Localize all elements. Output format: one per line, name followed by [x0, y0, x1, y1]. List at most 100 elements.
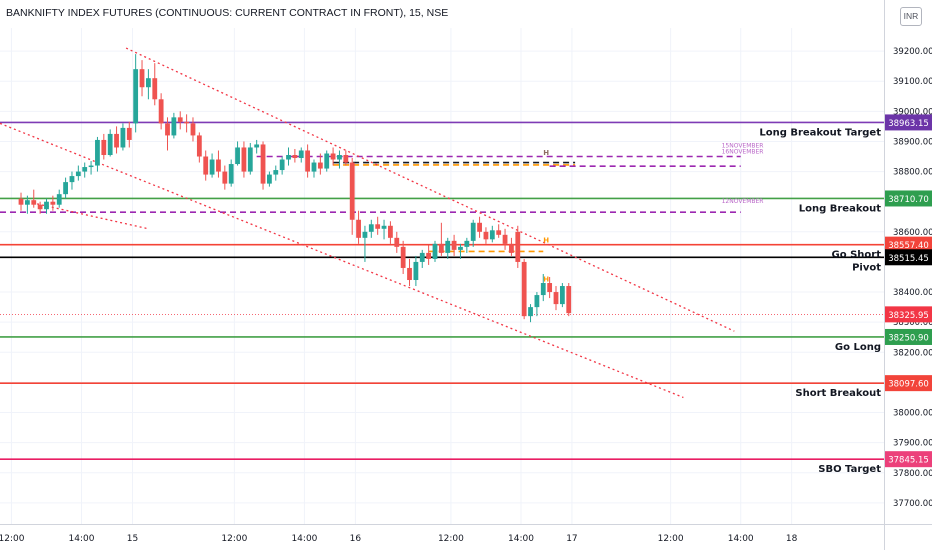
candle	[426, 245, 432, 265]
currency-button[interactable]: INR	[900, 7, 922, 26]
price-tag	[885, 375, 932, 392]
date-note: 12NOVEMBER	[722, 198, 764, 205]
candle-body	[407, 267, 412, 281]
candle	[464, 237, 470, 253]
candle	[343, 150, 349, 166]
price-tag	[885, 328, 932, 345]
candle	[305, 144, 311, 178]
candle-body	[241, 147, 247, 172]
candle	[375, 216, 381, 235]
price-tag-value: 38250.90	[888, 333, 929, 343]
candle-body	[235, 147, 240, 165]
candle	[521, 258, 527, 320]
candle	[107, 129, 113, 157]
candle	[381, 219, 387, 240]
candle	[177, 111, 183, 130]
price-tag-value: 38710.70	[888, 195, 929, 205]
time-tick-label: 12:00	[221, 534, 247, 544]
candle	[196, 132, 202, 163]
candle	[407, 258, 412, 287]
candle	[553, 286, 559, 311]
candle-body	[228, 164, 234, 184]
candle	[82, 162, 88, 178]
candle	[101, 133, 107, 160]
candle-body	[44, 201, 49, 210]
price-tag	[885, 114, 932, 131]
candle	[120, 123, 126, 151]
price-tick-label: 38300.00	[893, 318, 932, 328]
candle-body	[145, 78, 151, 88]
candle-body	[37, 204, 43, 210]
price-tag	[885, 190, 932, 207]
candle	[254, 139, 260, 154]
candle	[69, 171, 75, 190]
candle	[292, 148, 298, 163]
candle-body	[317, 162, 323, 169]
candle	[241, 141, 247, 178]
candle-body	[489, 230, 495, 240]
candle-body	[349, 162, 355, 220]
candle-body	[69, 176, 75, 183]
candle	[515, 225, 521, 268]
candle	[286, 147, 291, 166]
candle-body	[196, 135, 202, 157]
time-tick-label: 16	[350, 534, 362, 544]
candle-body	[31, 200, 37, 205]
candle	[547, 276, 553, 299]
candle-body	[101, 139, 107, 156]
candle-body	[528, 307, 533, 317]
candle	[298, 147, 304, 163]
candle	[368, 219, 374, 238]
candle-body	[56, 194, 62, 205]
candle	[356, 210, 361, 244]
candle	[114, 126, 119, 154]
candle-body	[426, 252, 432, 259]
price-tick-label: 38200.00	[893, 348, 932, 358]
candle-body	[165, 123, 170, 136]
price-tick-label: 39200.00	[893, 47, 932, 57]
candle	[63, 177, 68, 199]
candle-body	[298, 150, 304, 159]
candle-body	[139, 69, 145, 88]
candle-body	[362, 231, 368, 238]
candle-series	[18, 54, 572, 323]
candle	[419, 249, 425, 268]
candle	[18, 192, 24, 211]
candle	[88, 161, 94, 175]
candle-body	[394, 237, 400, 247]
candle	[458, 243, 463, 259]
candle-body	[477, 222, 482, 232]
candle	[158, 93, 164, 130]
candle-body	[445, 240, 451, 253]
candle	[349, 158, 355, 235]
candle-body	[464, 240, 470, 247]
price-tick-label: 37900.00	[893, 439, 932, 449]
price-tick-label: 37700.00	[893, 499, 932, 509]
candle	[37, 201, 43, 214]
level-label: Go Long	[835, 342, 881, 353]
candle-body	[18, 198, 24, 205]
candle	[139, 60, 145, 97]
candle-body	[75, 171, 81, 177]
time-tick-label: 15	[127, 534, 138, 544]
candle-body	[337, 155, 342, 160]
price-tag-value: 37845.15	[888, 456, 929, 466]
candle	[317, 153, 323, 175]
candle	[413, 255, 419, 287]
candle	[470, 219, 476, 247]
candle	[209, 153, 215, 178]
candle-body	[190, 123, 196, 136]
candle	[394, 231, 400, 253]
candle	[165, 117, 170, 151]
candle-body	[267, 174, 272, 184]
candle	[438, 222, 444, 256]
price-tag-value: 38963.15	[888, 119, 929, 129]
candle-body	[171, 117, 177, 136]
candle-body	[324, 153, 330, 169]
candle	[203, 150, 209, 181]
candle-body	[305, 150, 311, 172]
candle-body	[63, 182, 68, 195]
